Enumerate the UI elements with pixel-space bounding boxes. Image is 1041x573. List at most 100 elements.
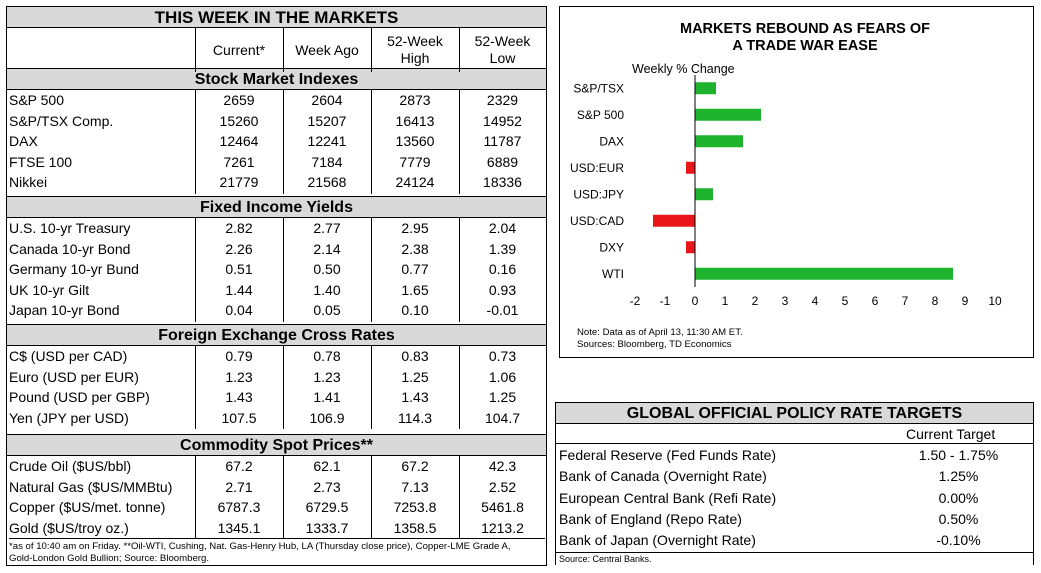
category-label: USD:JPY [573,187,624,201]
column-divider [459,218,460,322]
row-value: 18336 [483,174,522,190]
table-row: Nikkei 21779 21568 24124 18336 [7,172,546,193]
row-label: Crude Oil ($US/bbl) [9,458,132,474]
row-value: 14952 [483,112,522,129]
row-value: 15207 [307,112,347,129]
policy-row: Federal Reserve (Fed Funds Rate) 1.50 - 1… [556,445,1033,466]
x-tick-label: 7 [902,294,909,308]
column-divider [195,90,196,194]
column-divider [371,90,372,194]
x-tick-label: 8 [932,294,939,308]
row-value: 11787 [483,133,522,149]
row-value: 5461.8 [481,499,524,515]
table-row: Copper ($US/met. tonne) 6787.3 6729.5 7253.… [7,497,546,518]
row-value: 1.39 [488,240,517,257]
markets-table: THIS WEEK IN THE MARKETS Current* Week Ag… [6,6,547,566]
row-value: 7184 [311,153,343,170]
column-divider [283,90,284,194]
row-value: 0.93 [488,281,517,298]
chart-note-line1: Note: Data as of April 13, 11:30 AM ET. [577,327,743,338]
row-label: Yen (JPY per USD) [9,409,129,426]
column-divider [283,218,284,322]
policy-rate: 1.25% [938,468,979,485]
chart-panel: MARKETS REBOUND AS FEARS OF A TRADE WAR … [559,6,1034,358]
row-value: 7261 [223,153,255,170]
bar [695,108,761,121]
row-value: 16413 [395,112,435,129]
bar [686,161,695,174]
row-value: 1.43 [225,389,253,405]
row-value: 42.3 [488,458,517,474]
markets-title: THIS WEEK IN THE MARKETS [7,7,546,28]
table-row: Germany 10-yr Bund 0.51 0.50 0.77 0.16 [7,259,546,280]
section-title: Stock Market Indexes [7,68,546,90]
row-label: Gold ($US/troy oz.) [9,519,129,536]
row-value: -0.01 [486,302,519,318]
row-value: 1.23 [225,368,253,385]
x-tick-label: 10 [988,294,1002,308]
row-value: 67.2 [225,458,253,474]
policy-rate: 0.00% [938,489,979,506]
row-label: Euro (USD per EUR) [9,368,139,385]
row-value: 1358.5 [393,519,437,536]
row-value: 2329 [486,92,519,108]
row-value: 0.16 [488,261,517,277]
table-row: Yen (JPY per USD) 107.5 106.9 114.3 104.7 [7,408,546,429]
policy-bank: Bank of Canada (Overnight Rate) [559,468,767,485]
row-value: 1333.7 [305,519,349,536]
row-value: 1.25 [401,368,429,385]
row-label: Copper ($US/met. tonne) [9,499,166,515]
category-label: DXY [599,240,624,254]
x-tick-label: 4 [812,294,819,308]
row-value: 7253.8 [393,499,437,515]
markets-footnote: *as of 10:40 am on Friday. **Oil-WTI, Cu… [9,538,545,565]
row-value: 2.95 [401,220,429,236]
row-value: 1.44 [225,281,253,298]
column-divider [283,28,284,72]
column-divider [283,346,284,429]
row-value: 21779 [219,174,259,190]
row-value: 1.43 [401,389,429,405]
table-row: Canada 10-yr Bond 2.26 2.14 2.38 1.39 [7,239,546,260]
markets-column-headers: Current* Week Ago 52-Week High 52-Week Low [7,28,546,72]
policy-row: Bank of Japan (Overnight Rate) -0.10% [556,530,1033,551]
row-label: S&P 500 [9,92,65,108]
row-value: 1.40 [313,281,341,298]
table-row: UK 10-yr Gilt 1.44 1.40 1.65 0.93 [7,280,546,301]
column-header: 52-Week High [371,28,459,72]
category-label: USD:EUR [570,161,624,175]
row-value: 106.9 [309,409,345,426]
column-header: Week Ago [283,28,371,72]
policy-source: Source: Central Banks. [556,552,1033,565]
policy-row: Bank of England (Repo Rate) 0.50% [556,509,1033,530]
row-value: 114.3 [398,409,432,426]
category-label: S&P 500 [577,108,624,122]
x-tick-label: -2 [630,294,641,308]
table-row: DAX 12464 12241 13560 11787 [7,131,546,152]
row-value: 104.7 [484,409,521,426]
row-value: 1.41 [313,389,341,405]
row-value: 0.73 [488,348,517,364]
column-header-line: Current* [212,41,266,58]
x-tick-label: 6 [872,294,879,308]
table-row: Euro (USD per EUR) 1.23 1.23 1.25 1.06 [7,367,546,388]
row-value: 0.10 [401,302,429,318]
bar [695,267,953,280]
row-value: 1.23 [313,368,341,385]
row-value: 1.25 [488,389,517,405]
column-divider [459,90,460,194]
policy-bank: Bank of Japan (Overnight Rate) [559,532,756,549]
row-value: 2.52 [488,478,517,495]
bar [653,214,695,227]
row-value: 0.77 [401,261,429,277]
row-value: 7779 [399,153,431,170]
row-label: U.S. 10-yr Treasury [9,220,131,236]
x-tick-label: 2 [752,294,759,308]
chart-note-line2: Sources: Bloomberg, TD Economics [577,339,732,350]
row-value: 67.2 [401,458,429,474]
column-divider [195,456,196,539]
policy-rate: 0.50% [938,510,979,527]
column-divider [371,346,372,429]
chart-note: Note: Data as of April 13, 11:30 AM ET. … [577,327,743,351]
table-row: FTSE 100 7261 7184 7779 6889 [7,152,546,173]
